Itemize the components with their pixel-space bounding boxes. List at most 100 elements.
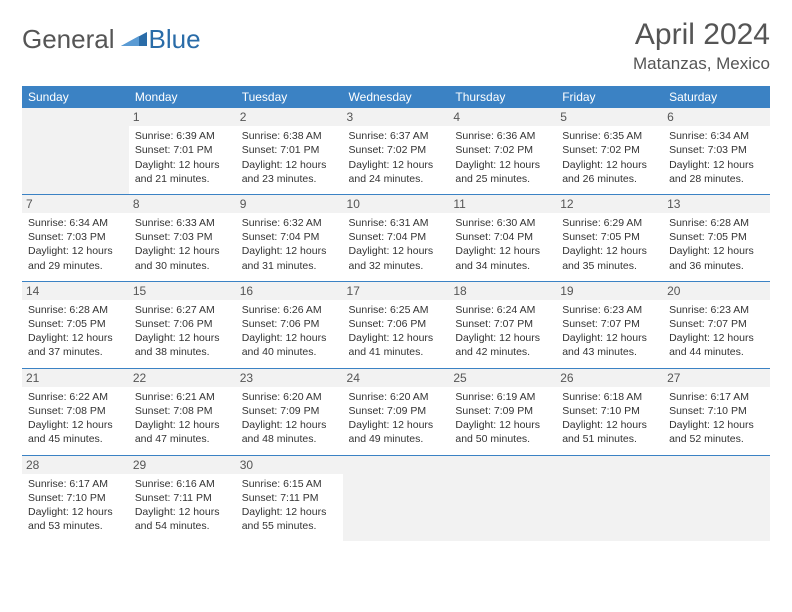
calendar-cell: 4Sunrise: 6:36 AMSunset: 7:02 PMDaylight… (449, 108, 556, 194)
sunset-text: Sunset: 7:05 PM (669, 230, 764, 244)
sunrise-text: Sunrise: 6:16 AM (135, 477, 230, 491)
sunrise-text: Sunrise: 6:29 AM (562, 216, 657, 230)
daylight-line2: and 55 minutes. (242, 519, 337, 533)
calendar-cell: 7Sunrise: 6:34 AMSunset: 7:03 PMDaylight… (22, 194, 129, 281)
sunset-text: Sunset: 7:10 PM (28, 491, 123, 505)
sunrise-text: Sunrise: 6:15 AM (242, 477, 337, 491)
daylight-line2: and 37 minutes. (28, 345, 123, 359)
daylight-line1: Daylight: 12 hours (349, 331, 444, 345)
sunrise-text: Sunrise: 6:31 AM (349, 216, 444, 230)
day-number: 10 (343, 195, 450, 213)
day-number: 13 (663, 195, 770, 213)
calendar-cell: 17Sunrise: 6:25 AMSunset: 7:06 PMDayligh… (343, 281, 450, 368)
daylight-line1: Daylight: 12 hours (28, 244, 123, 258)
calendar-cell: 23Sunrise: 6:20 AMSunset: 7:09 PMDayligh… (236, 368, 343, 455)
sunset-text: Sunset: 7:03 PM (669, 143, 764, 157)
sunrise-text: Sunrise: 6:22 AM (28, 390, 123, 404)
daylight-line2: and 25 minutes. (455, 172, 550, 186)
calendar-cell: 24Sunrise: 6:20 AMSunset: 7:09 PMDayligh… (343, 368, 450, 455)
day-number: 16 (236, 282, 343, 300)
day-number: 14 (22, 282, 129, 300)
daylight-line1: Daylight: 12 hours (669, 158, 764, 172)
daylight-line1: Daylight: 12 hours (242, 158, 337, 172)
daylight-line1: Daylight: 12 hours (562, 418, 657, 432)
day-number: 24 (343, 369, 450, 387)
weekday-header: Monday (129, 86, 236, 108)
daylight-line2: and 43 minutes. (562, 345, 657, 359)
daylight-line2: and 41 minutes. (349, 345, 444, 359)
sunset-text: Sunset: 7:11 PM (135, 491, 230, 505)
calendar-cell: 11Sunrise: 6:30 AMSunset: 7:04 PMDayligh… (449, 194, 556, 281)
calendar-cell: 28Sunrise: 6:17 AMSunset: 7:10 PMDayligh… (22, 455, 129, 541)
daylight-line1: Daylight: 12 hours (28, 505, 123, 519)
day-number: 20 (663, 282, 770, 300)
daylight-line1: Daylight: 12 hours (562, 158, 657, 172)
daylight-line2: and 49 minutes. (349, 432, 444, 446)
sunrise-text: Sunrise: 6:23 AM (669, 303, 764, 317)
day-number: 22 (129, 369, 236, 387)
daylight-line1: Daylight: 12 hours (135, 331, 230, 345)
calendar-cell: 15Sunrise: 6:27 AMSunset: 7:06 PMDayligh… (129, 281, 236, 368)
daylight-line1: Daylight: 12 hours (135, 158, 230, 172)
sunset-text: Sunset: 7:01 PM (242, 143, 337, 157)
weekday-header: Tuesday (236, 86, 343, 108)
title-block: April 2024 Matanzas, Mexico (633, 18, 770, 74)
calendar-cell: 19Sunrise: 6:23 AMSunset: 7:07 PMDayligh… (556, 281, 663, 368)
sunset-text: Sunset: 7:10 PM (669, 404, 764, 418)
calendar-cell-empty (22, 108, 129, 194)
daylight-line1: Daylight: 12 hours (349, 418, 444, 432)
calendar-cell: 8Sunrise: 6:33 AMSunset: 7:03 PMDaylight… (129, 194, 236, 281)
calendar-cell: 6Sunrise: 6:34 AMSunset: 7:03 PMDaylight… (663, 108, 770, 194)
sunset-text: Sunset: 7:11 PM (242, 491, 337, 505)
day-number: 29 (129, 456, 236, 474)
sunrise-text: Sunrise: 6:21 AM (135, 390, 230, 404)
sunset-text: Sunset: 7:08 PM (135, 404, 230, 418)
calendar-cell-empty (663, 455, 770, 541)
calendar-cell: 14Sunrise: 6:28 AMSunset: 7:05 PMDayligh… (22, 281, 129, 368)
daylight-line1: Daylight: 12 hours (455, 158, 550, 172)
sunset-text: Sunset: 7:06 PM (349, 317, 444, 331)
calendar-cell: 3Sunrise: 6:37 AMSunset: 7:02 PMDaylight… (343, 108, 450, 194)
calendar-cell: 13Sunrise: 6:28 AMSunset: 7:05 PMDayligh… (663, 194, 770, 281)
calendar-cell: 29Sunrise: 6:16 AMSunset: 7:11 PMDayligh… (129, 455, 236, 541)
daylight-line1: Daylight: 12 hours (455, 244, 550, 258)
sunset-text: Sunset: 7:04 PM (242, 230, 337, 244)
sunset-text: Sunset: 7:06 PM (135, 317, 230, 331)
sunrise-text: Sunrise: 6:17 AM (28, 477, 123, 491)
daylight-line1: Daylight: 12 hours (242, 244, 337, 258)
calendar-row: 14Sunrise: 6:28 AMSunset: 7:05 PMDayligh… (22, 281, 770, 368)
daylight-line2: and 23 minutes. (242, 172, 337, 186)
daylight-line1: Daylight: 12 hours (242, 418, 337, 432)
calendar-row: 28Sunrise: 6:17 AMSunset: 7:10 PMDayligh… (22, 455, 770, 541)
sunrise-text: Sunrise: 6:19 AM (455, 390, 550, 404)
sunrise-text: Sunrise: 6:20 AM (349, 390, 444, 404)
day-number: 1 (129, 108, 236, 126)
sunrise-text: Sunrise: 6:33 AM (135, 216, 230, 230)
sunset-text: Sunset: 7:02 PM (349, 143, 444, 157)
sunrise-text: Sunrise: 6:24 AM (455, 303, 550, 317)
calendar-cell: 10Sunrise: 6:31 AMSunset: 7:04 PMDayligh… (343, 194, 450, 281)
daylight-line2: and 47 minutes. (135, 432, 230, 446)
sunrise-text: Sunrise: 6:30 AM (455, 216, 550, 230)
daylight-line2: and 32 minutes. (349, 259, 444, 273)
daylight-line2: and 53 minutes. (28, 519, 123, 533)
sunset-text: Sunset: 7:07 PM (669, 317, 764, 331)
calendar-cell: 12Sunrise: 6:29 AMSunset: 7:05 PMDayligh… (556, 194, 663, 281)
sunset-text: Sunset: 7:04 PM (349, 230, 444, 244)
day-number: 18 (449, 282, 556, 300)
weekday-header: Thursday (449, 86, 556, 108)
sunset-text: Sunset: 7:07 PM (562, 317, 657, 331)
daylight-line1: Daylight: 12 hours (349, 158, 444, 172)
daylight-line2: and 21 minutes. (135, 172, 230, 186)
location: Matanzas, Mexico (633, 54, 770, 74)
logo: General Blue (22, 24, 201, 55)
day-number: 15 (129, 282, 236, 300)
daylight-line2: and 38 minutes. (135, 345, 230, 359)
calendar-cell: 1Sunrise: 6:39 AMSunset: 7:01 PMDaylight… (129, 108, 236, 194)
daylight-line1: Daylight: 12 hours (562, 244, 657, 258)
header: General Blue April 2024 Matanzas, Mexico (22, 18, 770, 74)
daylight-line1: Daylight: 12 hours (669, 331, 764, 345)
sunrise-text: Sunrise: 6:23 AM (562, 303, 657, 317)
sunset-text: Sunset: 7:09 PM (242, 404, 337, 418)
daylight-line2: and 35 minutes. (562, 259, 657, 273)
